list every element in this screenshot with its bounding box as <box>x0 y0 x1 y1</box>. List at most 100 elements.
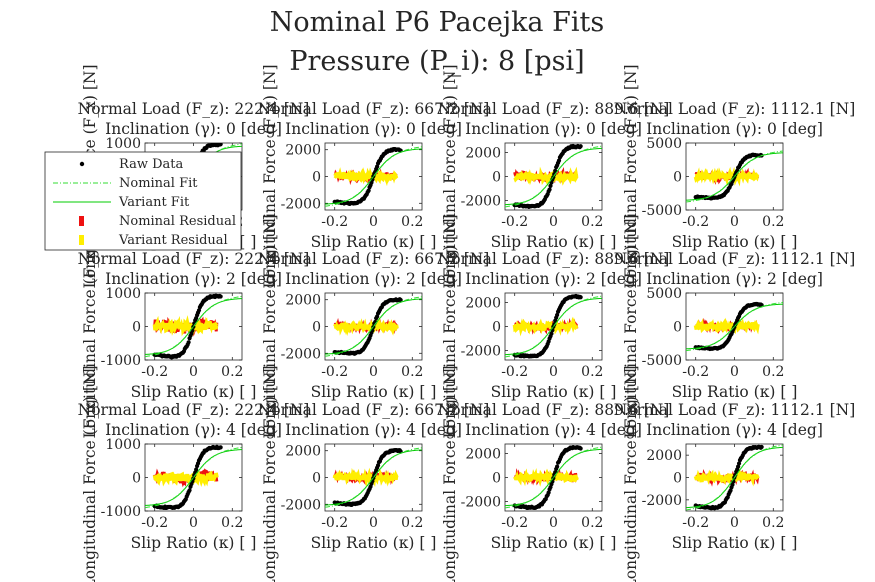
legend-label: Raw Data <box>119 157 183 172</box>
variant-fit-series <box>325 449 422 506</box>
raw-data-point <box>555 312 560 318</box>
variant-residual-series <box>152 470 219 488</box>
y-axis-label: Longitudinal Force (F_x) [N] <box>441 214 459 438</box>
y-axis-label: Longitudinal Force (F_x) [N] <box>622 64 640 288</box>
raw-data-point <box>547 187 552 192</box>
y-tick-label: 0 <box>312 170 321 186</box>
raw-data-series <box>512 445 583 511</box>
y-tick-label: -2000 <box>281 196 321 212</box>
x-tick-label: 0.2 <box>762 214 784 230</box>
x-tick-label: 0 <box>549 364 558 380</box>
raw-data-point <box>218 294 223 299</box>
variant-fit-series <box>686 152 783 201</box>
raw-data-point <box>578 144 583 149</box>
raw-data-point <box>375 463 381 468</box>
variant-fit-series <box>505 147 602 206</box>
raw-data-point <box>366 188 371 193</box>
raw-data-point <box>578 295 583 300</box>
x-tick-label: 0 <box>549 515 558 531</box>
y-tick-label: 2000 <box>285 143 321 159</box>
x-axis-label: Slip Ratio (κ) [ ] <box>491 534 617 552</box>
legend-label: Nominal Residual <box>119 214 236 229</box>
y-axis-label: Longitudinal Force (F_x) [N] <box>261 64 279 288</box>
y-tick-label: -2000 <box>281 346 321 362</box>
raw-data-point <box>186 340 191 345</box>
x-tick-label: 0.2 <box>581 515 603 531</box>
plot-area <box>325 447 422 508</box>
legend-item: Variant Residual <box>79 233 228 248</box>
y-tick-label: 1000 <box>105 286 141 302</box>
subplot-title-inclination: Inclination (γ): 0 [deg] <box>646 120 823 138</box>
variant-fit-series <box>325 148 422 205</box>
x-axis-label: Slip Ratio (κ) [ ] <box>672 233 798 251</box>
raw-data-point <box>759 444 764 450</box>
y-tick-label: 0 <box>132 471 141 487</box>
legend-item: Variant Fit <box>53 195 190 210</box>
x-tick-label: 0 <box>730 515 739 531</box>
subplot-title-inclination: Inclination (γ): 2 [deg] <box>465 270 642 288</box>
y-tick-label: 0 <box>492 170 501 186</box>
y-axis-label: Longitudinal Force (F_x) [N] <box>441 365 459 582</box>
y-axis-label: Longitudinal Force (F_x) [N] <box>261 365 279 582</box>
x-tick-label: 0.2 <box>401 214 423 230</box>
legend: Raw Data Nominal Fit Variant Fit Nominal Re… <box>44 151 242 251</box>
subplot-2-1: Normal Load (F_z): 667.2 [N] Inclination … <box>258 365 490 582</box>
plot-area <box>686 444 783 511</box>
x-tick-label: -0.2 <box>321 515 348 531</box>
x-tick-label: 0 <box>369 214 378 230</box>
y-tick-label: 0 <box>673 320 682 336</box>
subplot-title-load: Normal Load (F_z): 889.6 [N] <box>438 401 670 419</box>
subplot-title-inclination: Inclination (γ): 2 [deg] <box>285 270 462 288</box>
x-axis-label: Slip Ratio (κ) [ ] <box>672 534 798 552</box>
x-tick-label: -0.2 <box>682 364 709 380</box>
subplot-title-inclination: Inclination (γ): 2 [deg] <box>646 270 823 288</box>
y-tick-label: -2000 <box>281 497 321 513</box>
raw-data-series <box>693 152 764 201</box>
variant-residual-series <box>512 316 579 337</box>
x-tick-label: 0.2 <box>581 214 603 230</box>
raw-data-point <box>736 461 742 466</box>
subplot-grid: Normal Load (F_z): 222.4 [N] Inclination … <box>78 64 856 582</box>
variant-residual-series <box>152 315 219 337</box>
y-tick-label: 2000 <box>285 293 321 309</box>
y-tick-label: 2000 <box>646 448 682 464</box>
x-axis-label: Slip Ratio (κ) [ ] <box>311 233 437 251</box>
y-tick-label: 2000 <box>465 146 501 162</box>
raw-data-point <box>375 164 380 169</box>
nominal-fit-series <box>505 446 602 509</box>
subplot-title-load: Normal Load (F_z): 889.6 [N] <box>438 100 670 118</box>
legend-item: Nominal Residual <box>79 214 236 229</box>
variant-fit-series <box>325 298 422 355</box>
y-tick-label: 5000 <box>646 136 682 152</box>
y-axis-label: Longitudinal Force (F_x) [N] <box>81 214 99 438</box>
plot-area <box>505 293 602 359</box>
raw-data-point <box>552 172 557 177</box>
subplot-title-load: Normal Load (F_z): 667.2 [N] <box>258 250 490 268</box>
y-tick-label: 2000 <box>285 444 321 460</box>
legend-marker <box>79 216 84 226</box>
variant-residual-series <box>693 166 760 187</box>
variant-fit-series <box>505 448 602 507</box>
y-tick-label: -2000 <box>461 494 501 510</box>
nominal-fit-series <box>686 444 783 511</box>
subplot-title-inclination: Inclination (γ): 4 [deg] <box>105 421 282 439</box>
y-tick-label: -5000 <box>642 353 682 369</box>
subplot-1-1: Normal Load (F_z): 667.2 [N] Inclination … <box>258 214 490 438</box>
nominal-fit-series <box>505 145 602 208</box>
nominal-fit-series <box>325 296 422 357</box>
raw-data-point <box>187 488 192 493</box>
raw-data-series <box>332 147 403 206</box>
raw-data-point <box>730 482 735 487</box>
x-tick-label: 0 <box>549 214 558 230</box>
subplot-title-load: Normal Load (F_z): 1112.1 [N] <box>614 401 856 419</box>
x-tick-label: 0 <box>369 364 378 380</box>
raw-data-series <box>512 293 583 359</box>
nominal-fit-series <box>145 295 242 358</box>
plot-area <box>686 301 783 352</box>
y-tick-label: -5000 <box>642 203 682 219</box>
variant-fit-series <box>505 297 602 356</box>
y-tick-label: 0 <box>492 471 501 487</box>
plot-area <box>325 296 422 357</box>
figure-title-line1: Nominal P6 Pacejka Fits <box>270 7 604 38</box>
raw-data-point <box>736 464 741 469</box>
